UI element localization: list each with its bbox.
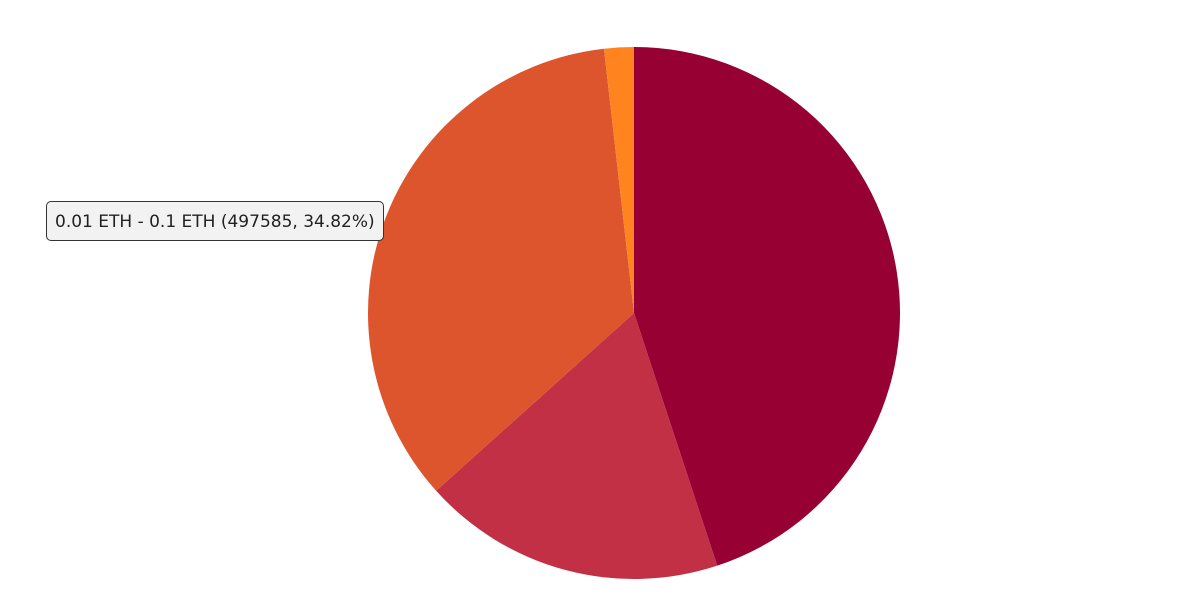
pie-slice[interactable] xyxy=(634,47,901,566)
pie-slice[interactable] xyxy=(436,313,718,579)
tooltip: 0.01 ETH - 0.1 ETH (497585, 34.82%) xyxy=(46,201,384,241)
pie-slice[interactable] xyxy=(368,48,634,491)
pie-slice[interactable] xyxy=(603,47,634,313)
